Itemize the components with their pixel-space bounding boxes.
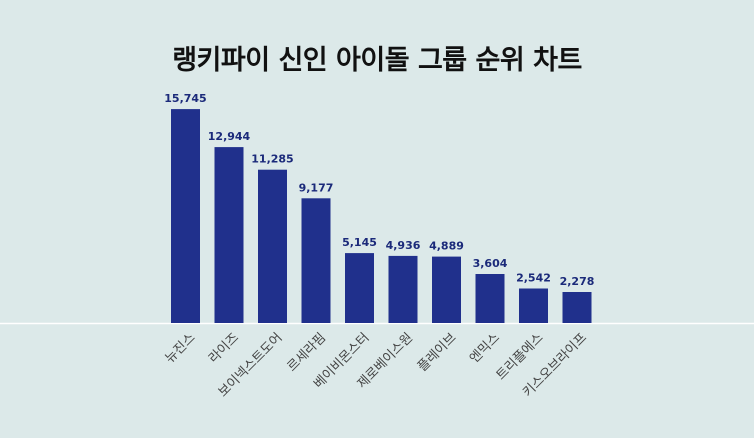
category-label-1: 라이즈 bbox=[206, 330, 242, 366]
value-label-3: 9,177 bbox=[299, 181, 334, 194]
chart-title: 랭키파이 신인 아이돌 그룹 순위 차트 bbox=[172, 45, 582, 76]
bar-1 bbox=[214, 147, 244, 323]
value-label-1: 12,944 bbox=[208, 130, 251, 143]
value-label-2: 11,285 bbox=[251, 153, 293, 166]
value-label-4: 5,145 bbox=[342, 236, 377, 249]
value-label-8: 2,542 bbox=[516, 272, 551, 285]
bar-8 bbox=[519, 288, 548, 323]
bar-2 bbox=[258, 169, 287, 323]
bar-6 bbox=[432, 256, 461, 323]
bar-5 bbox=[388, 255, 418, 323]
bar-4 bbox=[345, 253, 374, 323]
value-label-5: 4,936 bbox=[386, 239, 421, 252]
value-label-7: 3,604 bbox=[473, 257, 508, 270]
category-label-0: 뉴진스 bbox=[163, 330, 199, 366]
bar-7 bbox=[475, 274, 505, 323]
category-label-3: 르세라핌 bbox=[285, 330, 329, 374]
value-label-6: 4,889 bbox=[429, 240, 464, 253]
category-label-6: 플레이브 bbox=[415, 330, 459, 374]
value-label-0: 15,745 bbox=[164, 92, 206, 105]
bar-0 bbox=[171, 109, 200, 323]
bar-3 bbox=[301, 198, 331, 323]
value-label-9: 2,278 bbox=[560, 275, 595, 288]
category-label-7: 엔믹스 bbox=[467, 330, 503, 366]
bar-9 bbox=[562, 292, 592, 323]
